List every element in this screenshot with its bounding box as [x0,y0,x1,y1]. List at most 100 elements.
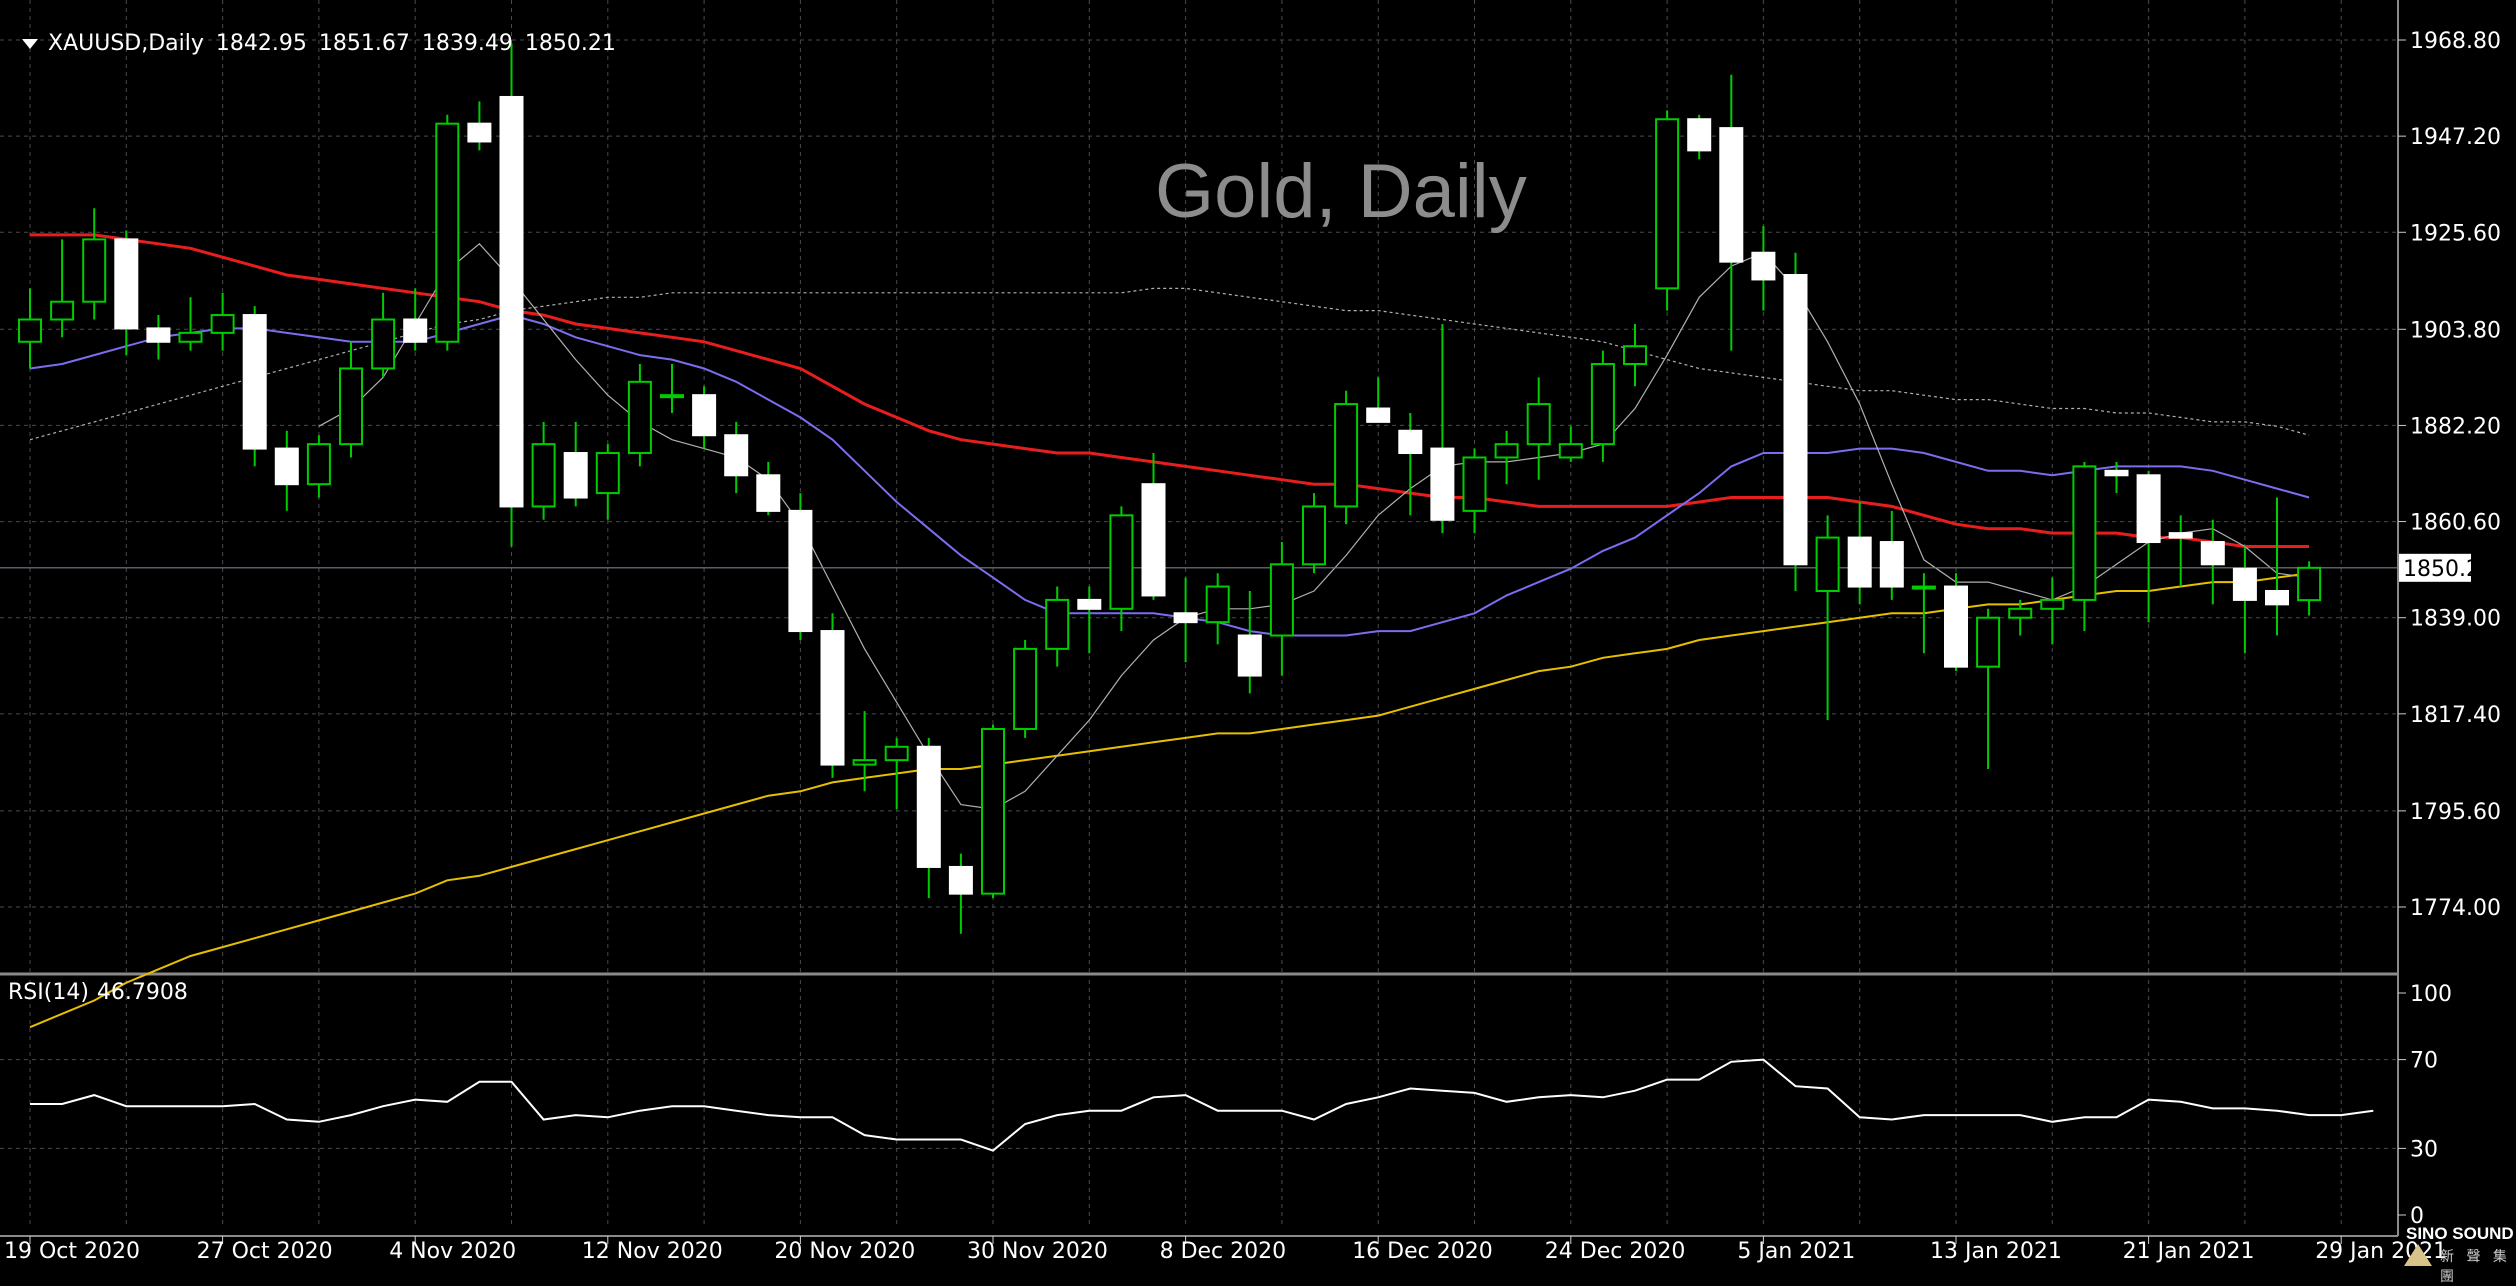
bear-candle [2168,532,2193,539]
bull-candle [1911,585,1936,590]
bear-candle [692,394,717,437]
bear-candle [756,474,781,512]
bull-candle [595,452,620,495]
price-tick-label: 1795.60 [2410,800,2501,825]
bull-candle [1109,514,1134,610]
candles [18,43,2322,934]
bull-candle [1655,118,1680,290]
logo-chinese: 新 聲 集 團 [2440,1249,2511,1285]
price-tick-label: 1882.20 [2410,414,2501,439]
bear-candle [242,314,267,450]
logo-name: SINO SOUND [2406,1224,2514,1243]
bear-candle [820,630,845,766]
rsi-value: 46.7908 [96,980,188,1005]
bear-candle [1879,541,1904,588]
bear-candle [2265,589,2289,606]
bull-candle [1494,443,1519,459]
bull-candle [1623,345,1647,366]
bull-candle [2040,598,2065,610]
bear-candle [1141,483,1166,597]
bull-candle [2072,465,2097,601]
bull-candle [18,318,42,343]
time-tick-label: 16 Dec 2020 [1352,1239,1493,1264]
current-price-tag [2399,553,2471,582]
rsi-tick-label: 70 [2410,1049,2438,1074]
dropdown-triangle-icon[interactable] [22,39,38,49]
moving-average-line [29,572,2310,1029]
bull-candle [1205,585,1230,624]
close-value: 1850.21 [524,31,616,56]
bear-candle [403,318,428,343]
bull-candle [1976,616,2001,668]
bull-candle [1334,403,1359,508]
bear-candle [114,238,139,330]
bull-candle [178,331,203,343]
time-tick-label: 24 Dec 2020 [1545,1239,1686,1264]
bear-candle [1173,612,1198,624]
bull-candle [1269,563,1294,637]
bear-candle [1687,118,1712,152]
bull-candle [660,394,684,399]
bull-candle [210,314,235,334]
rsi-name: RSI(14) [8,980,89,1005]
bull-candle [1815,536,1840,592]
rsi-tick-label: 0 [2410,1204,2424,1229]
sino-sound-logo: SINO SOUND 新 聲 集 團 [2400,1222,2514,1285]
bear-candle [788,509,813,633]
bull-candle [50,300,75,321]
time-tick-label: 30 Nov 2020 [967,1239,1108,1264]
rsi-panel: 100 70 30 0 [30,982,2452,1229]
price-tick-label: 1925.60 [2410,221,2501,246]
bear-candle [948,865,973,895]
bull-candle [1558,443,1583,459]
bull-candle [1045,598,1070,650]
bull-candle [627,380,652,455]
bear-candle [1077,598,1102,610]
bull-candle [371,318,396,370]
time-tick-label: 5 Jan 2021 [1737,1239,1855,1264]
rsi-tick-label: 100 [2410,982,2452,1007]
open-value: 1842.95 [215,31,307,56]
chart-watermark: Gold, Daily [1155,149,1527,234]
time-axis: 19 Oct 2020 27 Oct 2020 4 Nov 2020 12 Nov 2… [4,1236,2447,1264]
bull-candle [1526,403,1551,446]
rsi-line [30,1058,2374,1152]
high-value: 1851.67 [318,31,410,56]
bull-candle [1013,647,1038,730]
price-tick-label: 1774.00 [2410,896,2501,921]
bear-candle [1944,585,1968,668]
time-tick-label: 19 Oct 2020 [4,1239,140,1264]
time-tick-label: 8 Dec 2020 [1160,1239,1287,1264]
moving-average-line [30,233,2310,548]
low-value: 1839.49 [421,31,513,56]
logo-triangle-icon [2404,1244,2432,1266]
time-tick-label: 4 Nov 2020 [389,1239,516,1264]
time-tick-label: 27 Oct 2020 [197,1239,333,1264]
moving-average-line [29,287,2310,441]
rsi-tick-label: 30 [2410,1137,2438,1162]
bear-candle [563,452,588,499]
bear-candle [916,745,941,868]
bull-candle [306,443,331,486]
price-tick-label: 1903.80 [2410,318,2501,343]
time-tick-label: 20 Nov 2020 [774,1239,915,1264]
time-tick-label: 12 Nov 2020 [582,1239,723,1264]
price-tick-label: 1860.60 [2410,511,2501,536]
bear-candle [1847,536,1872,588]
bull-candle [981,727,1005,895]
price-tick-label: 1968.80 [2410,29,2501,54]
bull-candle [852,759,877,766]
rsi-label: RSI(14) 46.7908 [8,980,196,1005]
bear-candle [274,447,299,486]
price-axis: 1968.80 1947.20 1925.60 1903.80 1882.20 1860.… [2398,29,2501,921]
bear-candle [1398,429,1423,455]
bull-candle [339,367,363,446]
time-tick-label: 21 Jan 2021 [2123,1239,2255,1264]
bull-candle [1590,363,1615,446]
bear-candle [1430,447,1455,521]
bear-candle [1237,634,1262,677]
bear-candle [2136,474,2161,544]
bull-candle [531,443,556,508]
bear-candle [1751,251,1776,281]
